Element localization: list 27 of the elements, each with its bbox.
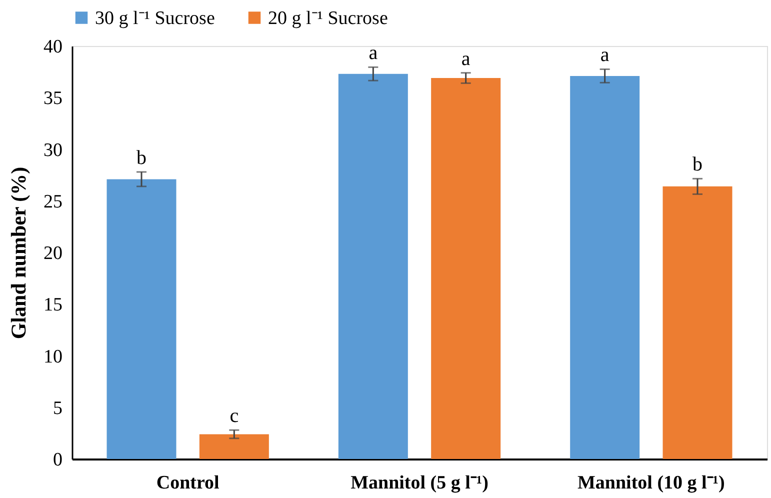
x-tick-label: Mannitol (10 g l⁻¹) bbox=[577, 472, 725, 494]
y-tick-label: 15 bbox=[44, 294, 62, 316]
bar bbox=[570, 76, 640, 459]
data-label: a bbox=[461, 48, 470, 70]
x-tick-label: Control bbox=[156, 472, 220, 494]
y-tick-label: 10 bbox=[44, 346, 62, 368]
bar bbox=[199, 434, 269, 459]
data-label: b bbox=[692, 154, 702, 176]
y-tick-label: 30 bbox=[44, 140, 62, 161]
y-tick-label: 25 bbox=[44, 191, 62, 212]
y-axis-title: Gland number (%) bbox=[6, 166, 30, 340]
bar bbox=[662, 186, 732, 459]
y-tick-label: 20 bbox=[44, 243, 62, 264]
bar bbox=[338, 74, 408, 459]
y-tick-label: 40 bbox=[44, 36, 62, 58]
legend-label: 30 g l⁻¹ Sucrose bbox=[95, 8, 215, 29]
data-label: b bbox=[136, 146, 146, 169]
y-tick-label: 0 bbox=[53, 450, 62, 470]
y-tick-label: 5 bbox=[53, 398, 62, 419]
bar bbox=[106, 179, 176, 459]
data-label: a bbox=[600, 44, 610, 66]
data-label: c bbox=[230, 405, 239, 428]
y-tick-label: 35 bbox=[44, 88, 62, 110]
data-label: a bbox=[368, 42, 378, 64]
legend-label: 20 g l⁻¹ Sucrose bbox=[268, 8, 388, 29]
x-tick-label: Mannitol (5 g l⁻¹) bbox=[350, 472, 488, 494]
bar bbox=[431, 78, 501, 459]
